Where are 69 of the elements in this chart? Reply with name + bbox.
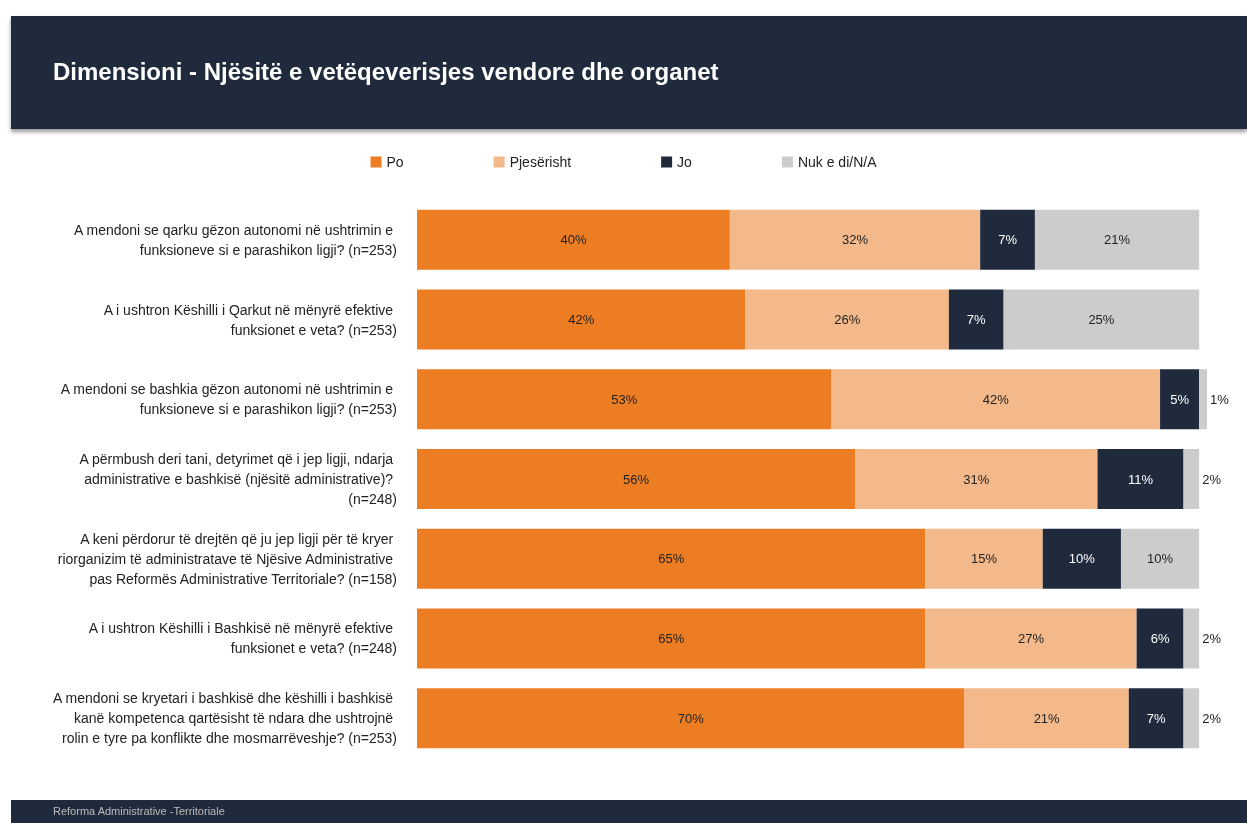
y-tick-label: A përmbush deri tani, detyrimet që i jep ligji, ndarja administrative e bashkisë (njësitë administrative)? (n=248): [79, 451, 397, 507]
bar: [1160, 369, 1200, 430]
data-label: 26%: [834, 312, 861, 328]
data-label: 53%: [611, 391, 638, 407]
data-label: 70%: [677, 710, 705, 726]
bar: [1183, 608, 1200, 669]
data-label: 56%: [622, 471, 650, 487]
legend-label: Pjesërisht: [509, 154, 572, 170]
legend-label: Nuk e di/N/A: [797, 154, 878, 170]
bar: [1097, 449, 1184, 509]
data-label: 25%: [1088, 312, 1115, 328]
data-label: 42%: [982, 391, 1010, 407]
y-tick-label: A i ushtron Këshilli i Bashkisë në mënyrë efektive funksionet e veta? (n=248): [88, 620, 397, 657]
y-tick-label: A mendoni se kryetari i bashkisë dhe këshilli i bashkisë kanë kompetenca qartësisht të ndara dhe ushtrojnë rolin e tyre pa konflikte dhe mosmarrëveshje? (n=253): [53, 690, 397, 747]
bar: [831, 369, 1161, 430]
bar: [417, 608, 926, 669]
bar: [1128, 688, 1184, 749]
legend-label: Po: [386, 154, 404, 170]
data-label: 21%: [1033, 710, 1061, 726]
bar: [1183, 449, 1200, 509]
data-label: 7%: [966, 312, 987, 328]
bar: [417, 688, 965, 749]
y-tick-label: A i ushtron Këshilli i Qarkut në mënyrë efektive funksionet e veta? (n=253): [103, 301, 397, 338]
data-label: 6%: [1150, 630, 1170, 646]
bar: [964, 688, 1129, 749]
y-tick-label: A keni përdorur të drejtën që ju jep ligji për të kryer riorganizim të administratave të Njësive Administrative pas Reformës Administrative Territoriale? (n=158): [57, 530, 397, 587]
bar: [1042, 528, 1121, 589]
data-label: 10%: [1068, 551, 1096, 567]
data-label: 65%: [658, 630, 685, 646]
data-label: 2%: [1202, 710, 1222, 726]
bar: [417, 209, 730, 270]
data-label: 11%: [1127, 471, 1154, 487]
data-label: 21%: [1104, 232, 1131, 248]
chart-title: Dimensioni - Njësitë e vetëqeverisjes vendore dhe organet: [53, 58, 719, 86]
bar: [925, 528, 1043, 589]
data-label: 15%: [971, 551, 998, 567]
data-label: 7%: [998, 232, 1018, 248]
data-label: 10%: [1147, 551, 1174, 567]
bar: [925, 608, 1137, 669]
bar: [855, 449, 1098, 509]
legend-label: Jo: [677, 154, 693, 170]
data-label: 31%: [963, 471, 990, 487]
y-tick-label: A mendoni se bashkia gëzon autonomi në ushtrimin e funksioneve si e parashikon ligji? (n=253): [60, 381, 397, 418]
data-label: 32%: [842, 232, 869, 248]
bar: [1003, 289, 1200, 350]
data-label: 42%: [568, 312, 595, 328]
data-label: 40%: [560, 232, 587, 248]
data-label: 7%: [1146, 710, 1166, 726]
bar: [948, 289, 1004, 350]
bar: [417, 289, 746, 350]
bar: [417, 449, 856, 509]
bar: [1199, 369, 1207, 430]
bar: [745, 289, 949, 350]
bar: [1034, 209, 1200, 270]
data-label: 27%: [1017, 630, 1045, 646]
data-label: 1%: [1210, 391, 1230, 407]
bar: [980, 209, 1035, 270]
data-label: 65%: [658, 551, 685, 567]
bar: [1120, 528, 1200, 589]
bar: [1136, 608, 1184, 669]
data-label: 2%: [1202, 471, 1222, 487]
bar: [417, 528, 926, 589]
text: Reforma Administrative -Territoriale: [53, 805, 225, 817]
y-tick-label: A mendoni se qarku gëzon autonomi në ushtrimin e funksioneve si e parashikon ligji? (n=253): [74, 221, 397, 258]
bar: [1183, 688, 1200, 749]
data-label: 2%: [1202, 630, 1222, 646]
bar: [729, 209, 981, 270]
bar: [417, 369, 832, 430]
data-label: 5%: [1170, 391, 1190, 407]
